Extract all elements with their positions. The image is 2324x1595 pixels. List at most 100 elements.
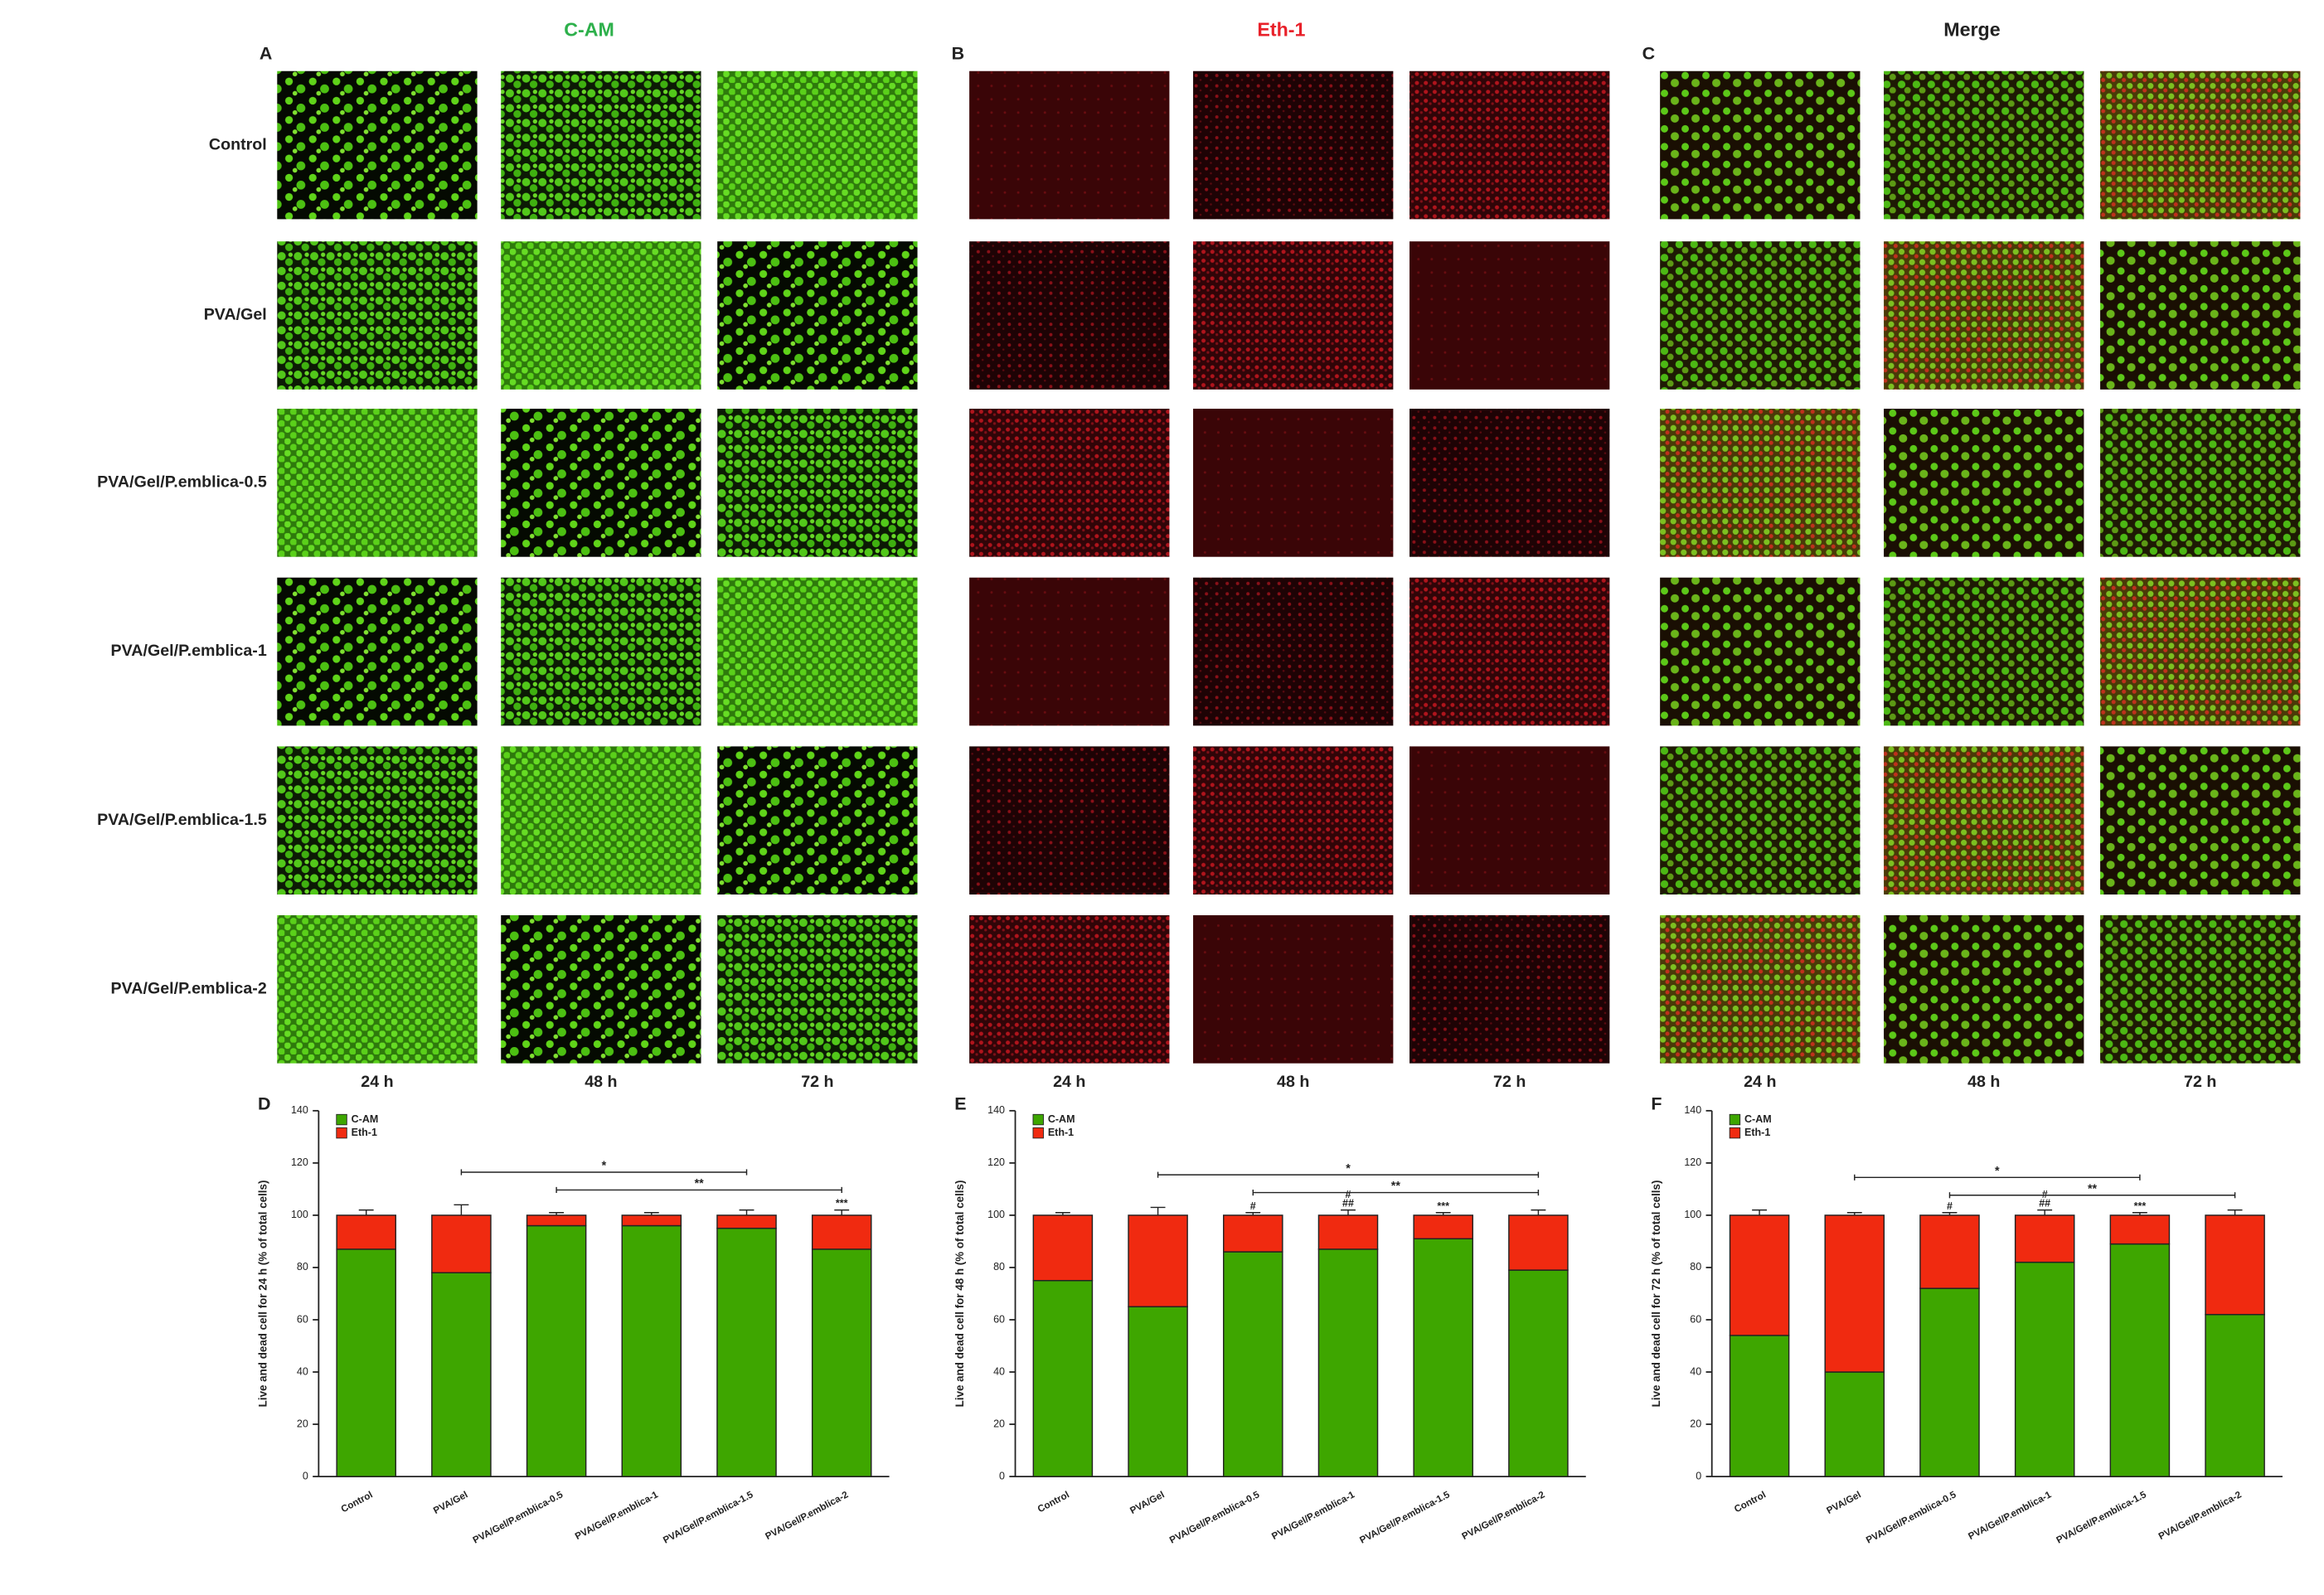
legend-label: Eth-1 — [1048, 1127, 1074, 1138]
row-label: PVA/Gel/P.emblica-0.5 — [97, 473, 267, 492]
row-label: PVA/Gel — [204, 306, 267, 324]
micrograph — [277, 915, 478, 1064]
error-bar — [1531, 1209, 1546, 1215]
row-label: PVA/Gel/P.emblica-2 — [111, 980, 267, 998]
bar-segment — [1824, 1214, 1885, 1373]
micrograph — [1409, 409, 1610, 557]
error-bar — [549, 1212, 565, 1215]
y-tick-label: 100 — [291, 1209, 308, 1220]
significance-mark: ## — [2039, 1198, 2050, 1210]
x-tick-label: Control — [339, 1489, 375, 1515]
micrograph — [1660, 70, 1861, 220]
micrograph — [1409, 746, 1610, 895]
y-tick-label: 0 — [999, 1470, 1005, 1481]
y-tick-label: 40 — [993, 1365, 1005, 1377]
micrograph — [1193, 577, 1394, 726]
micrograph — [1409, 577, 1610, 726]
y-tick-label: 40 — [1690, 1365, 1701, 1377]
time-label: 24 h — [1744, 1073, 1776, 1091]
micrograph — [1884, 409, 2084, 557]
bar-segment — [1508, 1269, 1569, 1477]
micrograph — [501, 746, 701, 895]
legend-swatch — [1729, 1127, 1741, 1139]
bar-segment — [1317, 1214, 1379, 1250]
bar-segment — [621, 1214, 682, 1227]
error-bar — [358, 1209, 374, 1215]
error-bar — [739, 1209, 754, 1215]
error-bar — [1055, 1212, 1070, 1215]
x-tick-label: PVA/Gel/P.emblica-2 — [2157, 1489, 2243, 1542]
panel-letter: C — [1642, 44, 1655, 64]
significance-mark: * — [602, 1160, 607, 1173]
error-bar — [1752, 1209, 1768, 1215]
micrograph — [717, 915, 918, 1064]
micrograph — [501, 70, 701, 220]
x-tick-label: PVA/Gel/P.emblica-1.5 — [662, 1489, 755, 1545]
bar-segment — [1032, 1279, 1094, 1477]
bar-segment — [1223, 1214, 1283, 1253]
bar-segment — [431, 1214, 492, 1273]
bar-segment — [2109, 1243, 2171, 1477]
micrograph — [717, 70, 918, 220]
micrograph — [1409, 70, 1610, 220]
bar-segment — [1413, 1238, 1473, 1477]
micrograph — [501, 241, 701, 390]
x-tick-label: PVA/Gel — [432, 1489, 470, 1516]
legend-label: C-AM — [352, 1113, 379, 1125]
bar-segment — [811, 1214, 872, 1250]
x-tick-label: PVA/Gel — [1128, 1489, 1167, 1516]
bar-segment — [716, 1214, 777, 1229]
micrograph — [1193, 409, 1394, 557]
micrograph — [277, 577, 478, 726]
micrograph — [1884, 577, 2084, 726]
error-bar — [2227, 1209, 2243, 1215]
time-label: 48 h — [1277, 1073, 1309, 1091]
y-tick-label: 20 — [993, 1418, 1005, 1429]
significance-mark: *** — [2134, 1200, 2147, 1212]
micrograph — [277, 409, 478, 557]
y-tick-label: 80 — [297, 1261, 308, 1273]
micrograph — [2100, 70, 2301, 220]
x-tick-label: Control — [1036, 1489, 1071, 1515]
bar-segment — [2014, 1261, 2075, 1477]
time-label: 24 h — [361, 1073, 393, 1091]
micrograph — [717, 409, 918, 557]
bar-segment — [2109, 1214, 2171, 1245]
legend-label: C-AM — [1744, 1113, 1772, 1125]
error-bar — [834, 1209, 850, 1215]
error-bar — [454, 1204, 469, 1215]
micrograph — [1660, 409, 1861, 557]
bar-segment — [1317, 1248, 1379, 1477]
legend-swatch — [336, 1127, 347, 1139]
panel-letter: E — [954, 1093, 966, 1113]
x-tick-label: Control — [1732, 1489, 1768, 1515]
error-bar — [2037, 1209, 2053, 1215]
x-tick-label: PVA/Gel — [1825, 1489, 1863, 1516]
micrograph — [969, 409, 1170, 557]
bar-segment — [1729, 1335, 1790, 1477]
y-tick-label: 100 — [1684, 1209, 1701, 1220]
x-tick-label: PVA/Gel/P.emblica-1 — [573, 1489, 660, 1542]
bar-segment — [1508, 1214, 1569, 1271]
y-axis-label: Live and dead cell for 72 h (% of total … — [1650, 1180, 1662, 1408]
bar-segment — [1128, 1306, 1188, 1477]
micrograph — [277, 241, 478, 390]
x-tick-label: PVA/Gel/P.emblica-0.5 — [1167, 1489, 1261, 1545]
bar-segment — [1223, 1251, 1283, 1477]
micrograph — [1660, 241, 1861, 390]
micrograph — [1193, 746, 1394, 895]
bar-segment — [526, 1224, 587, 1477]
bar-segment — [526, 1214, 587, 1227]
stain-heading: C-AM — [564, 19, 614, 41]
panel-letter: B — [952, 44, 964, 64]
x-tick-label: PVA/Gel/P.emblica-1.5 — [1358, 1489, 1452, 1545]
error-bar — [643, 1212, 659, 1215]
bar-segment — [621, 1224, 682, 1477]
error-bar — [1245, 1212, 1261, 1215]
x-tick-label: PVA/Gel/P.emblica-1 — [1967, 1489, 2054, 1542]
x-tick-label: PVA/Gel/P.emblica-2 — [764, 1489, 850, 1542]
significance-mark: ## — [1342, 1198, 1354, 1210]
y-axis-label: Live and dead cell for 48 h (% of total … — [953, 1180, 966, 1408]
y-tick-label: 0 — [303, 1470, 308, 1481]
